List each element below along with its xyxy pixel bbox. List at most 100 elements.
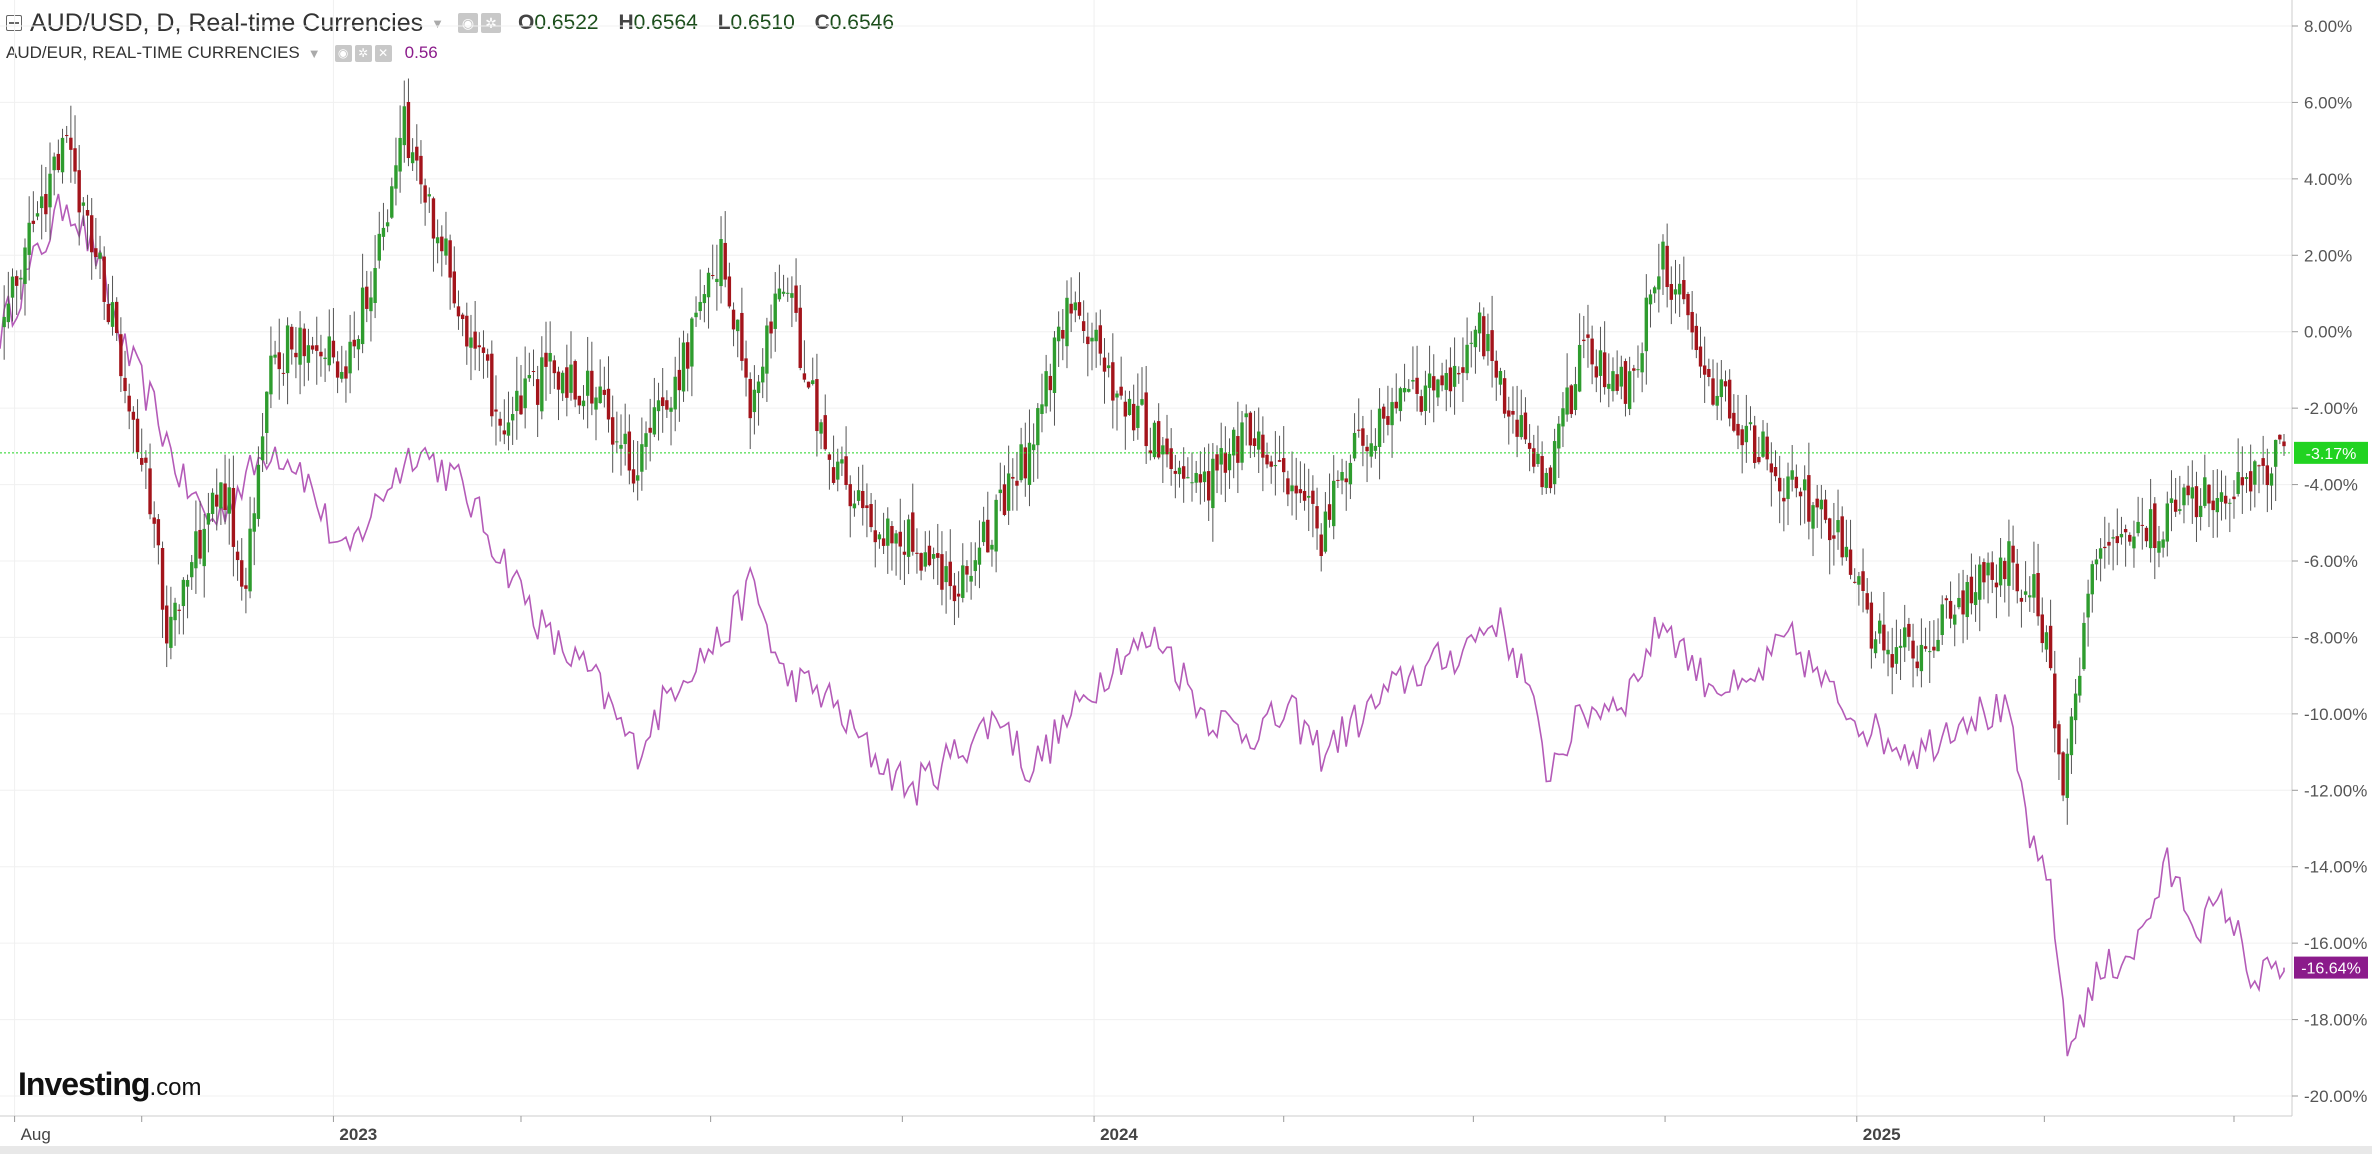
candle-body[interactable] — [585, 370, 590, 396]
candle-body[interactable] — [2053, 673, 2057, 729]
candle-body[interactable] — [2032, 574, 2036, 598]
candle-body[interactable] — [702, 294, 707, 304]
candle-body[interactable] — [1777, 477, 1782, 492]
candle-body[interactable] — [1469, 342, 1473, 344]
candle-body[interactable] — [1673, 289, 1678, 295]
candle-body[interactable] — [840, 459, 844, 464]
candle-body[interactable] — [1386, 416, 1390, 425]
candle-body[interactable] — [940, 554, 944, 590]
candle-body[interactable] — [635, 475, 640, 481]
candle-body[interactable] — [1744, 425, 1749, 443]
candle-body[interactable] — [1961, 590, 1965, 615]
candle-body[interactable] — [1548, 467, 1553, 489]
candle-body[interactable] — [477, 345, 482, 348]
candle-body[interactable] — [1640, 353, 1644, 373]
candle-body[interactable] — [1144, 392, 1148, 447]
candle-body[interactable] — [1623, 361, 1628, 404]
candle-body[interactable] — [1498, 370, 1503, 385]
candle-body[interactable] — [569, 364, 573, 393]
candle-body[interactable] — [1407, 388, 1411, 392]
candle-body[interactable] — [227, 487, 231, 514]
candle-body[interactable] — [1836, 520, 1840, 533]
candle-body[interactable] — [552, 360, 557, 374]
candle-body[interactable] — [2148, 509, 2153, 549]
candle-body[interactable] — [1769, 463, 1774, 473]
candle-body[interactable] — [748, 378, 752, 419]
candle-body[interactable] — [535, 379, 540, 405]
candle-body[interactable] — [1573, 384, 1578, 410]
candle-body[interactable] — [1873, 639, 1878, 654]
candle-body[interactable] — [981, 521, 986, 543]
candle-body[interactable] — [548, 352, 552, 362]
candle-body[interactable] — [2223, 495, 2228, 504]
candle-body[interactable] — [1502, 378, 1507, 414]
candle-body[interactable] — [1357, 429, 1361, 431]
candle-body[interactable] — [2073, 693, 2078, 721]
candles[interactable] — [2, 78, 2286, 825]
candle-body[interactable] — [1723, 381, 1728, 387]
candle-body[interactable] — [2098, 548, 2103, 559]
candle-body[interactable] — [1886, 649, 1890, 655]
candle-body[interactable] — [39, 196, 44, 209]
candle-body[interactable] — [198, 529, 202, 559]
candle-body[interactable] — [923, 552, 927, 567]
candle-body[interactable] — [365, 286, 369, 309]
candle-body[interactable] — [1715, 395, 1719, 406]
candle-body[interactable] — [1719, 379, 1724, 398]
candle-body[interactable] — [285, 325, 290, 374]
candle-body[interactable] — [1632, 368, 1636, 371]
candle-body[interactable] — [1965, 582, 1969, 618]
candle-body[interactable] — [1394, 401, 1398, 409]
candle-body[interactable] — [1161, 445, 1165, 455]
candle-body[interactable] — [1415, 377, 1419, 394]
candle-body[interactable] — [2186, 485, 2190, 496]
candle-body[interactable] — [448, 240, 452, 278]
candle-body[interactable] — [1452, 365, 1457, 387]
candle-body[interactable] — [1690, 311, 1694, 333]
candle-body[interactable] — [215, 494, 219, 507]
candle-body[interactable] — [1915, 661, 1919, 669]
candle-body[interactable] — [861, 490, 865, 509]
candle-body[interactable] — [565, 367, 569, 398]
candle-body[interactable] — [1848, 549, 1853, 575]
candle-body[interactable] — [1423, 385, 1428, 412]
candle-body[interactable] — [1011, 476, 1015, 479]
candle-body[interactable] — [1969, 576, 1974, 604]
candle-body[interactable] — [465, 315, 469, 347]
candle-body[interactable] — [844, 456, 848, 485]
candle-body[interactable] — [1898, 645, 1903, 648]
candle-body[interactable] — [1156, 421, 1161, 458]
candle-body[interactable] — [577, 395, 582, 406]
candle-body[interactable] — [1344, 478, 1348, 483]
candle-body[interactable] — [827, 454, 832, 460]
candle-body[interactable] — [919, 553, 923, 571]
candle-body[interactable] — [2078, 675, 2082, 696]
candle-body[interactable] — [961, 565, 965, 598]
candle-body[interactable] — [265, 391, 269, 433]
candle-body[interactable] — [944, 566, 948, 583]
candle-body[interactable] — [98, 252, 102, 259]
candle-body[interactable] — [2069, 716, 2074, 756]
candle-body[interactable] — [2132, 536, 2136, 549]
candle-body[interactable] — [1519, 415, 1523, 438]
candle-body[interactable] — [115, 301, 119, 334]
candle-body[interactable] — [1844, 546, 1849, 558]
price-axis[interactable]: 8.00% 6.00% 4.00% 2.00% 0.00% -2.00% -4.00% -6.… — [2292, 17, 2367, 1106]
candle-body[interactable] — [19, 277, 23, 280]
candle-body[interactable] — [252, 513, 256, 532]
candle-body[interactable] — [1077, 302, 1082, 316]
candle-body[interactable] — [173, 602, 177, 621]
candle-body[interactable] — [1202, 471, 1207, 483]
candle-body[interactable] — [1652, 287, 1657, 294]
candle-body[interactable] — [1294, 485, 1298, 494]
candle-body[interactable] — [1511, 410, 1515, 415]
candle-body[interactable] — [1894, 647, 1899, 664]
candle-body[interactable] — [1586, 334, 1590, 338]
candle-body[interactable] — [52, 156, 56, 171]
candle-body[interactable] — [1290, 485, 1294, 492]
candle-body[interactable] — [2178, 509, 2182, 511]
candle-body[interactable] — [2190, 487, 2195, 499]
candle-body[interactable] — [715, 278, 719, 283]
candle-body[interactable] — [1486, 334, 1490, 352]
candle-body[interactable] — [1098, 325, 1103, 354]
